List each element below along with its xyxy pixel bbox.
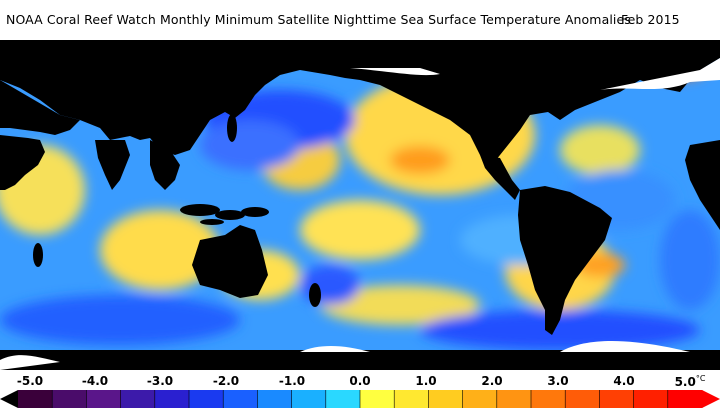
colorbar-cell [257,390,293,408]
colorbar-cell [428,390,464,408]
tick-label: -4.0 [81,374,109,388]
colorbar-cell [223,390,258,408]
tick-label: 4.0 [613,374,635,388]
colorbar-cell [531,390,566,408]
tick-label: 1.0 [415,374,437,388]
tick-label: 3.0 [547,374,569,388]
map-title: NOAA Coral Reef Watch Monthly Minimum Sa… [0,2,720,27]
colorbar-cell [18,390,53,408]
colorbar-right-arrow [702,390,720,408]
colorbar-cell [360,390,395,408]
colorbar-labels: -5.0 -4.0 -3.0 -2.0 -1.0 0.0 1.0 2.0 3.0… [0,374,720,390]
colorbar-cell [496,390,532,408]
colorbar-cell [599,390,635,408]
colorbar [0,390,720,408]
title-text: NOAA Coral Reef Watch Monthly Minimum Sa… [6,12,631,27]
tick-label: 0.0 [349,374,371,388]
tick-label: -5.0 [16,374,44,388]
colorbar-cell [291,390,327,408]
colorbar-cell [462,390,498,408]
colorbar-cell [86,390,122,408]
colorbar-cell [394,390,429,408]
colorbar-cell [154,390,190,408]
colorbar-left-arrow [0,390,18,408]
sst-anomaly-map [0,40,720,370]
tick-label: -1.0 [278,374,306,388]
colorbar-cell [325,390,361,408]
colorbar-cell [633,390,669,408]
colorbar-cell [120,390,156,408]
colorbar-cell [52,390,87,408]
tick-label: 2.0 [481,374,503,388]
land-masses [0,40,720,370]
sea-ice [0,58,720,370]
date-text: Feb 2015 [621,12,680,27]
colorbar-cell [565,390,600,408]
unit-label: °C [695,374,706,383]
tick-label: -3.0 [146,374,174,388]
tick-label: -2.0 [212,374,240,388]
tick-label-max: 5.0°C [674,374,706,389]
colorbar-cell [667,390,703,408]
colorbar-cell [189,390,224,408]
